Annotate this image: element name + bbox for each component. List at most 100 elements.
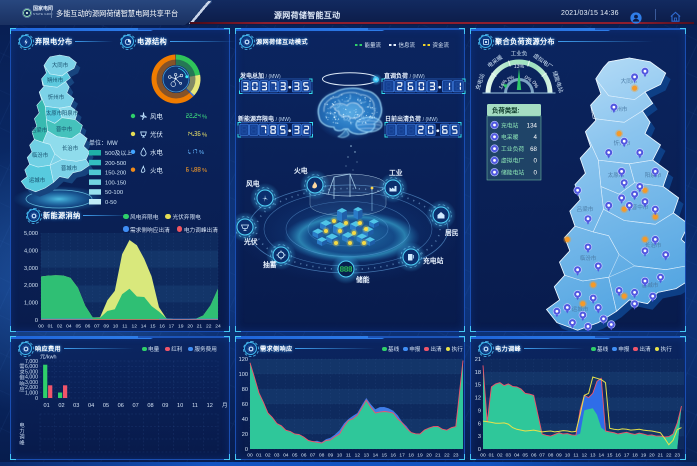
svg-text:21: 21 [435, 453, 441, 459]
svg-text:09: 09 [162, 403, 168, 409]
svg-text:月: 月 [222, 402, 228, 409]
svg-text:09: 09 [328, 453, 334, 459]
svg-text:11: 11 [192, 403, 198, 409]
svg-text:22: 22 [666, 453, 672, 459]
svg-text:3,000: 3,000 [24, 266, 38, 272]
svg-text:10: 10 [177, 403, 183, 409]
svg-text:05: 05 [522, 453, 528, 459]
svg-text:21: 21 [658, 453, 664, 459]
svg-text:10: 10 [337, 453, 343, 459]
svg-text:11: 11 [122, 324, 127, 330]
svg-text:08: 08 [548, 453, 554, 459]
svg-text:18: 18 [475, 370, 481, 376]
svg-text:2,000: 2,000 [24, 283, 38, 289]
svg-text:0: 0 [534, 158, 538, 165]
svg-text:08: 08 [319, 453, 325, 459]
svg-text:01: 01 [48, 324, 54, 330]
svg-text:05: 05 [76, 324, 82, 330]
svg-text:12: 12 [207, 403, 213, 409]
svg-text:火电: 火电 [150, 165, 163, 174]
svg-text:11: 11 [573, 453, 578, 459]
svg-text:150-200: 150-200 [105, 171, 126, 177]
svg-text:19: 19 [178, 324, 184, 330]
svg-text:%: % [202, 132, 207, 138]
svg-text:晋城市: 晋城市 [642, 281, 659, 289]
svg-text:12: 12 [582, 453, 588, 459]
svg-text:20: 20 [187, 324, 193, 330]
svg-text:07: 07 [539, 453, 545, 459]
svg-text:6,000: 6,000 [25, 364, 38, 370]
svg-text:太原市: 太原市 [608, 171, 625, 179]
svg-text:电采暖: 电采暖 [501, 133, 519, 141]
svg-text:06: 06 [301, 453, 307, 459]
svg-text:22: 22 [206, 324, 212, 330]
svg-text:120: 120 [239, 357, 248, 363]
svg-text:20: 20 [426, 453, 432, 459]
svg-text:21: 21 [475, 357, 481, 363]
svg-text:18: 18 [632, 453, 638, 459]
svg-text:500及以上: 500及以上 [105, 149, 132, 157]
svg-text:光伏: 光伏 [150, 130, 163, 139]
svg-text:吕梁市: 吕梁市 [577, 205, 594, 213]
svg-text:运城市: 运城市 [572, 305, 589, 313]
svg-text:4: 4 [534, 134, 538, 141]
svg-text:临汾市: 临汾市 [580, 254, 597, 262]
svg-text:15: 15 [150, 324, 156, 330]
svg-text:12: 12 [355, 453, 361, 459]
svg-text:晋中市: 晋中市 [56, 125, 73, 133]
svg-text:0-50: 0-50 [105, 200, 117, 206]
svg-text:07: 07 [132, 403, 138, 409]
svg-text:电力调峰: 电力调峰 [19, 421, 24, 446]
svg-text:晋中市: 晋中市 [632, 203, 649, 211]
svg-text:16: 16 [390, 453, 396, 459]
svg-text:07: 07 [310, 453, 316, 459]
svg-text:10: 10 [565, 453, 571, 459]
svg-text:临汾市: 临汾市 [32, 151, 49, 159]
svg-text:6: 6 [478, 421, 481, 427]
svg-text:02: 02 [58, 403, 64, 409]
svg-text:忻州市: 忻州市 [48, 93, 65, 101]
svg-text:4,000: 4,000 [24, 248, 38, 254]
svg-text:23: 23 [453, 453, 459, 459]
svg-text:长治市: 长治市 [62, 144, 79, 152]
svg-text:01: 01 [43, 403, 49, 409]
svg-text:19: 19 [417, 453, 423, 459]
svg-text:100: 100 [239, 372, 248, 378]
svg-text:1,000: 1,000 [25, 391, 38, 397]
svg-text:5,000: 5,000 [24, 231, 38, 237]
svg-text:04: 04 [283, 453, 289, 459]
svg-text:20: 20 [242, 432, 248, 438]
svg-text:朔州市: 朔州市 [47, 76, 64, 84]
svg-text:1,000: 1,000 [24, 301, 38, 307]
svg-text:40: 40 [242, 417, 248, 423]
svg-text:23: 23 [674, 453, 680, 459]
svg-text:储能电站: 储能电站 [551, 70, 566, 94]
svg-text:60: 60 [242, 402, 248, 408]
svg-text:太原市: 太原市 [46, 109, 63, 117]
svg-text:0: 0 [35, 318, 38, 324]
svg-text:22: 22 [444, 453, 450, 459]
svg-text:抽蓄: 抽蓄 [263, 260, 277, 269]
svg-text:虚拟电厂: 虚拟电厂 [501, 157, 524, 165]
svg-text:风电: 风电 [150, 112, 163, 121]
svg-text:2%: 2% [506, 74, 516, 83]
svg-text:17: 17 [624, 453, 630, 459]
svg-text:50-100: 50-100 [105, 190, 123, 196]
svg-text:100-150: 100-150 [105, 180, 126, 186]
svg-text:吕梁市: 吕梁市 [31, 126, 48, 134]
svg-text:14%: 14% [498, 78, 509, 90]
svg-text:10: 10 [113, 324, 119, 330]
svg-text:3,000: 3,000 [25, 380, 38, 386]
svg-text:水电: 水电 [150, 147, 163, 156]
svg-text:00: 00 [247, 453, 253, 459]
svg-text:01: 01 [489, 453, 495, 459]
svg-text:充电站: 充电站 [501, 121, 519, 129]
svg-text:17: 17 [169, 324, 175, 330]
svg-text:阳泉市: 阳泉市 [62, 109, 79, 117]
svg-text:00: 00 [38, 324, 44, 330]
svg-text:单位：MW: 单位：MW [89, 139, 118, 147]
svg-text:21: 21 [197, 324, 203, 330]
svg-text:12: 12 [131, 324, 137, 330]
svg-text:储能电站: 储能电站 [501, 169, 524, 177]
svg-text:04: 04 [66, 324, 72, 330]
